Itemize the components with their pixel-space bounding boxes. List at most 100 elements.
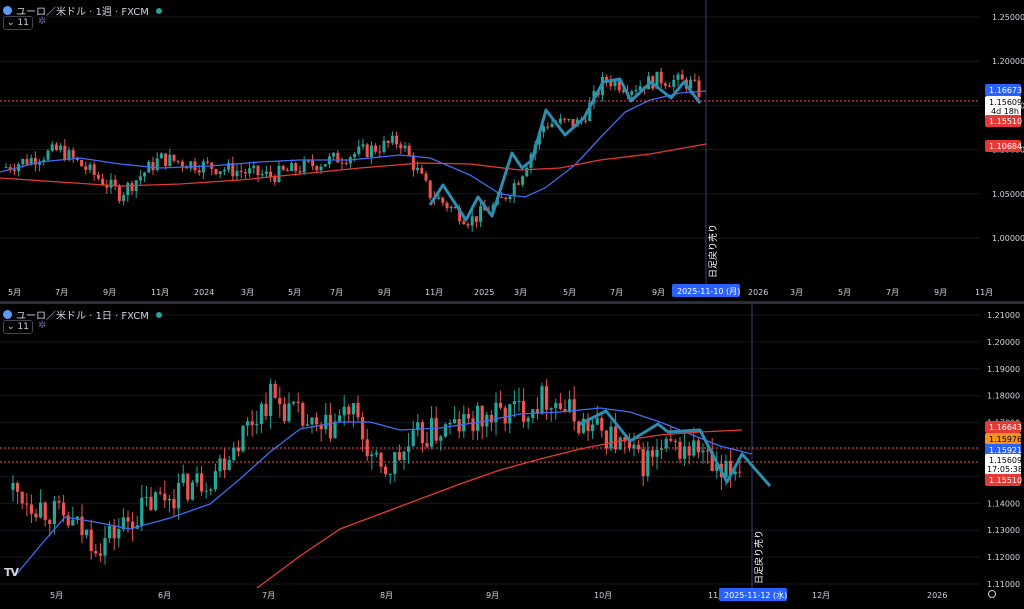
candle-body	[71, 150, 75, 158]
candle-body	[522, 400, 526, 422]
candle-body	[609, 426, 613, 449]
weekly-chart-canvas[interactable]: 1.250001.200001.150001.100001.050001.000…	[0, 0, 1024, 302]
daily-chart-header: ユーロ／米ドル · 1日 · FXCM	[3, 307, 162, 322]
candle-body	[441, 197, 445, 203]
candle-body	[646, 450, 650, 477]
candle-body	[80, 159, 84, 167]
candle-body	[96, 174, 100, 179]
candle-body	[246, 421, 250, 426]
candle-body	[167, 498, 171, 501]
candle-body	[315, 417, 319, 425]
indicator-count-chip[interactable]: ⌄ 11	[3, 16, 33, 30]
candle-body	[328, 414, 332, 439]
candle-body	[480, 405, 484, 427]
candle-body	[428, 180, 432, 199]
ma-fast-price-label: 1.16673	[989, 86, 1022, 95]
daily-symbol-title[interactable]: ユーロ／米ドル · 1日 · FXCM	[16, 311, 149, 322]
moving-average-slow	[256, 429, 743, 589]
candle-body	[282, 404, 286, 422]
candle-body	[256, 165, 260, 176]
settings-icon[interactable]	[988, 590, 996, 598]
price-tick-label: 1.05000	[992, 190, 1024, 199]
candle-body	[416, 422, 420, 431]
candle-body	[693, 79, 697, 81]
candle-body	[542, 126, 546, 133]
current-price-bg	[985, 96, 1021, 117]
weekly-symbol-title[interactable]: ユーロ／米ドル · 1週 · FXCM	[16, 7, 149, 18]
candle-body	[407, 145, 411, 156]
ma-fast-price-label: 1.15921	[989, 446, 1022, 455]
candle-body	[12, 169, 16, 171]
candle-body	[296, 401, 300, 403]
time-axis-label: 6月	[158, 591, 171, 600]
candle-body	[545, 386, 549, 410]
candle-body	[213, 471, 217, 490]
time-axis-label: 2024	[194, 288, 214, 297]
orange-price-label-bg	[985, 433, 1021, 445]
candle-body	[613, 80, 617, 87]
candle-body	[425, 443, 429, 447]
market-status-icon	[155, 311, 162, 318]
candle-body	[164, 153, 168, 166]
indicator-icon[interactable]: ✲	[38, 16, 47, 27]
daily-chart-canvas[interactable]: 1.210001.200001.190001.180001.170001.160…	[0, 304, 1024, 605]
candle-body	[692, 440, 696, 456]
candle-body	[584, 120, 588, 122]
candle-body	[121, 517, 125, 530]
candle-body	[186, 473, 190, 500]
indicator-count: 11	[17, 322, 29, 332]
candle-body	[201, 161, 205, 173]
indicator-icon[interactable]: ✲	[38, 320, 47, 331]
daily-chart-pane[interactable]: ユーロ／米ドル · 1日 · FXCM ⌄ 11 ✲ 1.21000 1.2000…	[0, 304, 1024, 605]
candle-body	[319, 166, 323, 171]
candle-body	[591, 424, 595, 432]
tradingview-logo[interactable]: TV	[4, 566, 19, 579]
candle-body	[379, 452, 383, 467]
candle-body	[724, 460, 728, 478]
candle-body	[290, 163, 294, 172]
candle-body	[277, 165, 281, 182]
candle-body	[540, 386, 544, 414]
time-axis-label: 5月	[838, 288, 851, 297]
weekly-chart-pane[interactable]: ユーロ／米ドル · 1週 · FXCM ⌄ 11 ✲ 1.25000 1.2000…	[0, 0, 1024, 302]
candle-body	[259, 403, 263, 424]
candle-body	[223, 458, 227, 470]
candle-body	[614, 426, 618, 450]
candle-body	[365, 144, 369, 157]
candle-body	[621, 90, 625, 92]
crosshair-date-bg	[672, 284, 740, 297]
candle-body	[733, 471, 737, 475]
candle-body	[550, 123, 554, 127]
candle-body	[437, 197, 441, 200]
candle-body	[285, 169, 289, 172]
candle-body	[209, 489, 213, 491]
candle-body	[340, 162, 344, 164]
candle-body	[402, 451, 406, 460]
candle-body	[663, 83, 667, 86]
candle-body	[586, 418, 590, 432]
candle-body	[448, 423, 452, 425]
candle-body	[512, 183, 516, 197]
candle-body	[323, 164, 327, 167]
candle-body	[80, 516, 84, 536]
candle-body	[424, 173, 428, 181]
candle-body	[668, 85, 672, 87]
ma-fast-price-label-bg	[985, 84, 1021, 96]
candle-body	[197, 170, 201, 173]
time-axis-label: 5月	[50, 591, 63, 600]
candle-body	[195, 473, 199, 483]
candle-body	[319, 424, 323, 430]
candle-body	[609, 80, 613, 87]
candle-body	[449, 206, 453, 209]
indicator-count-chip[interactable]: ⌄ 11	[3, 320, 33, 334]
pane-divider[interactable]	[0, 301, 1024, 304]
candle-body	[347, 406, 351, 415]
candle-body	[85, 529, 89, 536]
price-tick-label: 1.20000	[987, 338, 1020, 347]
candle-body	[59, 145, 63, 151]
candle-body	[324, 414, 328, 430]
candle-body	[39, 502, 43, 518]
candle-body	[248, 168, 252, 174]
candle-body	[470, 216, 474, 226]
candle-body	[378, 151, 382, 153]
